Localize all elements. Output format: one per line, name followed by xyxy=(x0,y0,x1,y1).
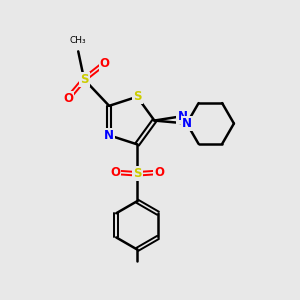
Text: O: O xyxy=(154,166,164,179)
Text: S: S xyxy=(133,167,141,180)
Text: O: O xyxy=(63,92,73,105)
Text: O: O xyxy=(110,166,120,179)
Text: CH₃: CH₃ xyxy=(70,36,86,45)
Text: N: N xyxy=(104,129,114,142)
Text: N: N xyxy=(182,117,192,130)
Text: S: S xyxy=(80,73,88,86)
Text: N: N xyxy=(177,110,188,123)
Text: S: S xyxy=(133,90,141,103)
Text: O: O xyxy=(100,57,110,70)
